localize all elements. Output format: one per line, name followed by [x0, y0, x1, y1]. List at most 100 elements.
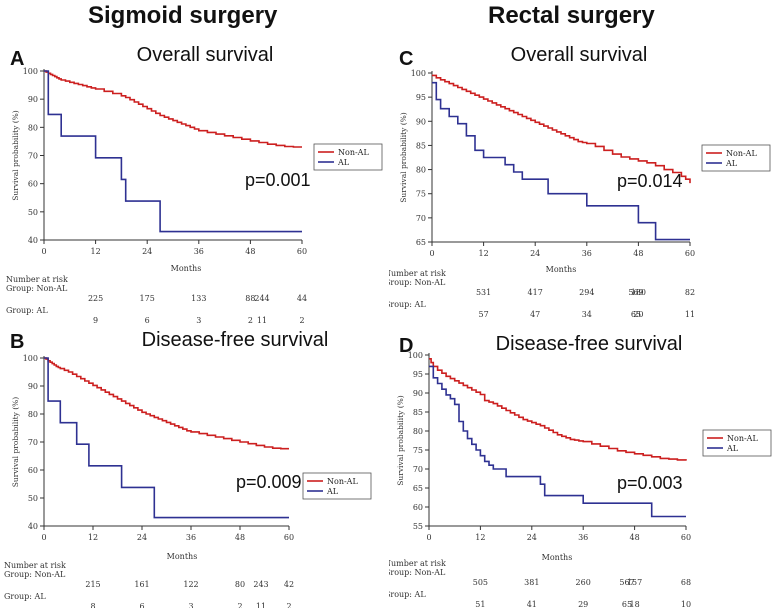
y-tick-label: 55 — [413, 522, 423, 531]
risk-row-label: Group: AL — [389, 300, 426, 309]
p-value: p=0.014 — [617, 171, 683, 191]
panel-A: A Overall survival 40 50 60 70 80 90 100 0 12 24 3… — [0, 40, 389, 325]
legend-box — [302, 472, 372, 500]
risk-count: 157 — [627, 578, 642, 587]
x-tick-label: 24 — [527, 533, 537, 542]
p-value: p=0.001 — [245, 170, 311, 190]
risk-count: 6 — [145, 316, 150, 325]
risk-table-title: Number at risk — [4, 561, 66, 570]
km-curve-non-al — [44, 70, 302, 148]
y-tick-label: 100 — [411, 69, 426, 78]
x-tick-label: 60 — [681, 533, 691, 542]
km-curve-al — [44, 70, 302, 233]
legend-label: Non-AL — [727, 434, 758, 443]
risk-count: 2 — [248, 316, 253, 325]
risk-count: 8 — [90, 602, 95, 608]
y-axis-label: Survival probability (%) — [396, 395, 405, 486]
risk-count: 41 — [527, 600, 537, 608]
y-tick-label: 70 — [28, 152, 38, 161]
risk-count: 2 — [237, 602, 242, 608]
risk-count: 294 — [579, 288, 594, 297]
risk-count: 2 — [286, 602, 291, 608]
risk-count: 244 — [254, 294, 269, 303]
right-column-title: Rectal surgery — [488, 2, 655, 29]
km-chart-overall-survival-rectal: 65 70 75 80 85 90 95 100 0 12 24 36 48 60 Survival pro… — [389, 69, 771, 319]
risk-count: 381 — [524, 578, 539, 587]
risk-count: 9 — [93, 316, 98, 325]
x-tick-label: 0 — [41, 247, 46, 256]
panel-letter: D — [399, 335, 414, 357]
risk-row-label: Group: Non-AL — [6, 284, 68, 293]
panel-C: C Overall survival 65 70 75 80 85 90 95 100 0 12 2… — [389, 40, 778, 325]
x-tick-label: 48 — [245, 247, 255, 256]
y-tick-label: 60 — [28, 180, 38, 189]
risk-count: 175 — [140, 294, 155, 303]
y-tick-label: 80 — [416, 166, 426, 175]
y-tick-label: 70 — [413, 465, 423, 474]
y-tick-label: 80 — [28, 123, 38, 132]
risk-count: 42 — [284, 580, 294, 589]
x-tick-label: 36 — [582, 249, 592, 258]
y-axis-label: Survival probability (%) — [11, 110, 20, 201]
risk-count: 11 — [685, 310, 695, 319]
x-axis-label: Months — [542, 553, 573, 562]
legend-box — [702, 429, 772, 457]
risk-row-label: Group: Non-AL — [389, 568, 446, 577]
risk-count: 133 — [191, 294, 206, 303]
y-tick-label: 90 — [28, 382, 38, 391]
km-chart-disease-free-survival-rectal: 55 60 65 70 75 80 85 90 95 100 0 12 24 36 48 60 Survival… — [389, 351, 772, 608]
legend-label: AL — [726, 444, 739, 453]
risk-count: 3 — [188, 602, 193, 608]
x-tick-label: 48 — [633, 249, 643, 258]
y-tick-label: 100 — [23, 67, 38, 76]
x-axis-label: Months — [546, 265, 577, 274]
risk-count: 569 — [628, 288, 643, 297]
y-tick-label: 40 — [28, 236, 38, 245]
risk-row-label: Group: AL — [6, 306, 48, 315]
risk-count: 180 — [631, 288, 646, 297]
legend-box — [701, 144, 771, 172]
risk-row-label: Group: Non-AL — [389, 278, 446, 287]
legend-label: AL — [326, 487, 339, 496]
y-tick-label: 75 — [416, 190, 426, 199]
panel-letter: C — [399, 48, 414, 70]
risk-count: 20 — [633, 310, 643, 319]
risk-row-label: Group: Non-AL — [4, 570, 66, 579]
x-tick-label: 0 — [426, 533, 431, 542]
x-tick-label: 0 — [429, 249, 434, 258]
y-tick-label: 60 — [413, 503, 423, 512]
risk-count: 3 — [196, 316, 201, 325]
y-tick-label: 50 — [28, 494, 38, 503]
x-tick-label: 24 — [142, 247, 152, 256]
panel-D: D Disease-free survival 55 60 65 70 75 80 85 90… — [389, 325, 778, 608]
panel-title: Overall survival — [136, 44, 274, 66]
risk-count: 531 — [476, 288, 491, 297]
y-axis-label: Survival probability (%) — [11, 397, 20, 488]
left-column-title: Sigmoid surgery — [88, 2, 278, 29]
y-tick-label: 65 — [413, 484, 423, 493]
risk-count: 47 — [530, 310, 540, 319]
panel-title: Overall survival — [510, 44, 648, 66]
km-curve-al — [432, 81, 690, 241]
x-tick-label: 24 — [137, 533, 147, 542]
legend-label: Non-AL — [327, 477, 358, 486]
y-tick-label: 40 — [28, 522, 38, 531]
y-tick-label: 100 — [23, 354, 38, 363]
risk-count: 11 — [256, 602, 266, 608]
legend-label: AL — [725, 159, 738, 168]
risk-count: 29 — [578, 600, 588, 608]
legend-box — [313, 143, 383, 171]
risk-count: 6 — [139, 602, 144, 608]
x-tick-label: 36 — [186, 533, 196, 542]
risk-count: 260 — [576, 578, 591, 587]
risk-row-label: Group: AL — [389, 590, 426, 599]
risk-table-title: Number at risk — [389, 559, 446, 568]
risk-count: 44 — [297, 294, 307, 303]
risk-count: 65 — [622, 600, 632, 608]
y-tick-label: 90 — [28, 95, 38, 104]
y-tick-label: 90 — [413, 389, 423, 398]
x-tick-label: 24 — [530, 249, 540, 258]
y-tick-label: 85 — [413, 408, 423, 417]
x-tick-label: 36 — [578, 533, 588, 542]
